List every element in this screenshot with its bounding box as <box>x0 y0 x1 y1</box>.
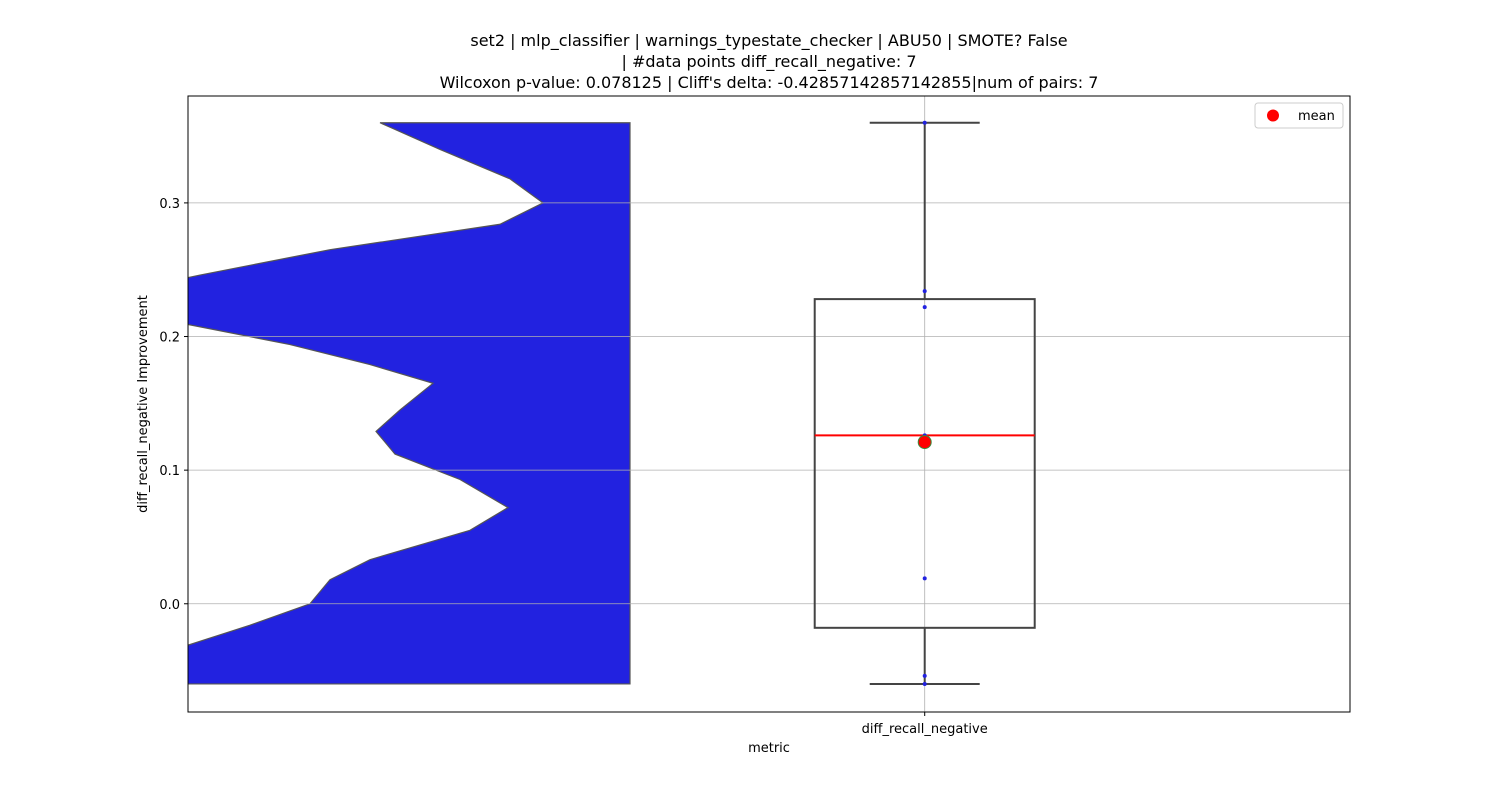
data-point <box>922 673 927 678</box>
y-axis-label: diff_recall_negative Improvement <box>136 295 151 513</box>
y-tick-label: 0.2 <box>159 331 180 346</box>
legend-label: mean <box>1298 109 1335 124</box>
legend: mean <box>1254 102 1344 129</box>
x-axis-label: metric <box>748 741 790 756</box>
clip-group <box>188 122 631 685</box>
y-tick-label: 0.0 <box>159 598 180 613</box>
y-tick-label: 0.1 <box>159 464 180 479</box>
data-point <box>922 576 927 581</box>
legend-box <box>1254 102 1344 129</box>
data-point <box>922 289 927 294</box>
violin <box>188 122 631 685</box>
title-line: set2 | mlp_classifier | warnings_typesta… <box>470 31 1067 51</box>
data-point <box>922 305 927 310</box>
plot-area: 0.0 0.1 0.2 0.3 diff_recall_negative mean <box>159 95 1351 737</box>
data-point <box>922 120 927 125</box>
x-tick-label: diff_recall_negative <box>862 722 988 737</box>
box <box>813 298 1036 629</box>
y-tick-label: 0.3 <box>159 197 180 212</box>
axes-frame <box>187 95 1351 713</box>
mean-marker <box>917 435 932 450</box>
title-line: | #data points diff_recall_negative: 7 <box>621 52 916 72</box>
title-line: Wilcoxon p-value: 0.078125 | Cliff's del… <box>440 73 1099 92</box>
legend-marker <box>1267 109 1279 122</box>
data-point <box>922 681 927 686</box>
